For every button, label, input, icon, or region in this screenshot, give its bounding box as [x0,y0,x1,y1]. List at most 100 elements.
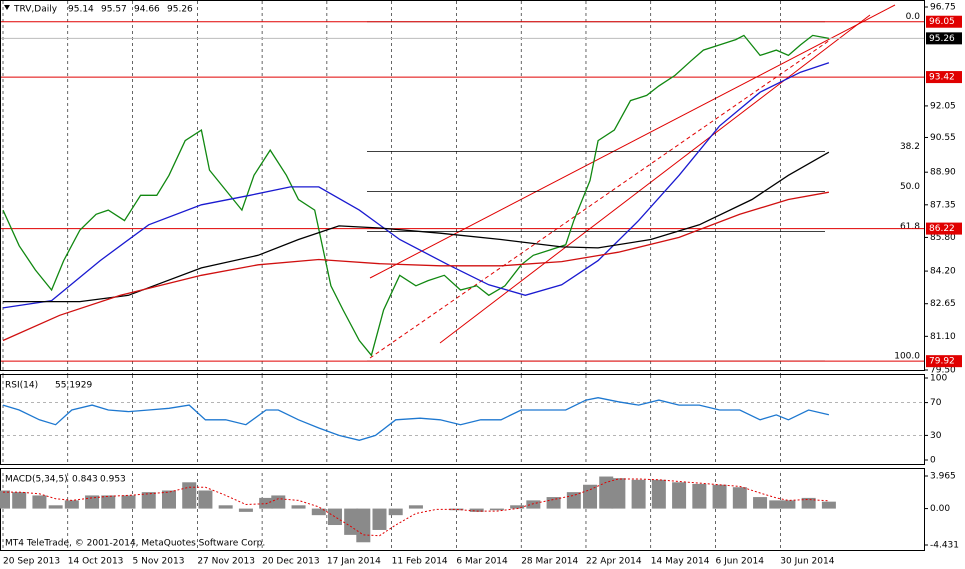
x-tick-label: 28 Mar 2014 [521,557,578,567]
histogram-bar [0,490,10,509]
price-label: 79.92 [929,357,955,367]
histogram-bar [489,508,504,511]
channel-lower [439,14,871,344]
price-label: 93.42 [929,73,955,83]
ohlc-value: 95.57 [101,5,127,15]
data-line [2,397,830,441]
price-label-box [926,355,962,368]
data-line [2,34,830,357]
histogram-bar [218,505,233,509]
histogram-bar [611,478,626,509]
data-line [2,191,830,342]
price-label-box [926,71,962,84]
y-tick-label: 87.35 [930,200,956,210]
histogram-bar [198,490,213,509]
data-line [3,151,830,303]
histogram-bar [85,495,100,509]
x-tick-label: 14 Oct 2013 [68,557,124,567]
histogram-bar [271,495,286,509]
fib-label: 50.0 [900,182,920,192]
y-tick-label: 90.55 [930,133,956,143]
fib-label: 38.2 [900,142,920,152]
price-label-box [926,15,962,28]
y-tick-label: 81.10 [930,332,956,342]
x-tick-label: 17 Jan 2014 [327,557,381,567]
histogram-bar [327,508,342,526]
y-tick-label: 30 [930,431,942,441]
histogram-bar [311,508,326,516]
histogram-bar [526,500,541,509]
chart-title: TRV,Daily [13,5,58,15]
histogram-bar [64,500,79,509]
x-tick-label: 27 Nov 2013 [197,557,255,567]
x-tick-label: 6 Mar 2014 [456,557,508,567]
y-tick-label: -4.431 [930,541,959,551]
ohlc-value: 95.26 [167,5,193,15]
histogram-bar [566,492,581,509]
menu-icon [4,5,10,10]
x-tick-label: 5 Nov 2013 [133,557,185,567]
y-tick-label: 85.80 [930,233,956,243]
data-line [3,478,829,537]
histogram-bar [753,497,768,509]
histogram-bar [732,487,747,509]
histogram-bar [583,484,598,509]
x-tick-label: 30 Jun 2014 [780,557,834,567]
fib-label: 0.0 [906,12,921,22]
histogram-bar [32,495,47,509]
x-tick-label: 22 Apr 2014 [586,557,642,567]
histogram-bar [672,482,687,509]
histogram-bar [801,497,816,509]
last-value: 0.843 [72,475,98,485]
histogram-bar [372,508,387,530]
histogram-bar [599,476,614,509]
histogram-bar [631,479,646,509]
histogram-bar [469,508,484,512]
price-label-box [926,222,962,235]
y-tick-label: 92.05 [930,101,956,111]
histogram-bar [769,500,784,509]
macd-panel [0,468,925,551]
price-label: 86.22 [929,224,955,234]
x-tick-label: 6 Jun 2014 [716,557,765,567]
histogram-bar [388,508,403,516]
y-tick-label: 70 [930,398,942,408]
y-tick-label: 96.75 [930,3,956,13]
x-tick-label: 11 Feb 2014 [392,557,448,567]
rsi-title: RSI(14) [5,381,38,391]
y-tick-label: 82.65 [930,299,956,309]
y-tick-label: 100 [930,374,947,384]
histogram-bar [449,508,464,511]
histogram-bar [291,505,306,509]
y-tick-label: 79.50 [930,366,956,376]
data-line [2,62,830,309]
footer: MT4 TeleTrade, © 2001-2014, MetaQuotes S… [5,539,265,549]
x-tick-label: 20 Dec 2013 [262,557,320,567]
histogram-bar [821,501,836,509]
price-label-box [926,32,962,45]
histogram-bar [48,505,63,509]
price-label: 96.05 [929,17,955,27]
histogram-bar [692,483,707,509]
macd-title: MACD(5,34,5) [5,475,68,485]
histogram-bar [182,482,197,509]
x-tick-label: 14 May 2014 [651,557,710,567]
channel-mid [369,39,831,359]
y-tick-label: 0.00 [930,504,950,514]
histogram-bar [712,484,727,509]
ohlc-value: 95.14 [68,5,94,15]
channel-upper [369,4,896,279]
histogram-bar [408,505,423,509]
price-panel [0,0,925,371]
histogram-bar [356,508,371,543]
histogram-bar [344,508,359,535]
ohlc-value: 94.66 [134,5,160,15]
last-value: 0.953 [100,475,126,485]
x-tick-label: 20 Sep 2013 [3,557,60,567]
last-value: 55.1929 [55,381,92,391]
histogram-bar [238,508,253,512]
histogram-bar [12,492,27,509]
fib-label: 61.8 [900,222,920,232]
rsi-panel [0,374,925,465]
